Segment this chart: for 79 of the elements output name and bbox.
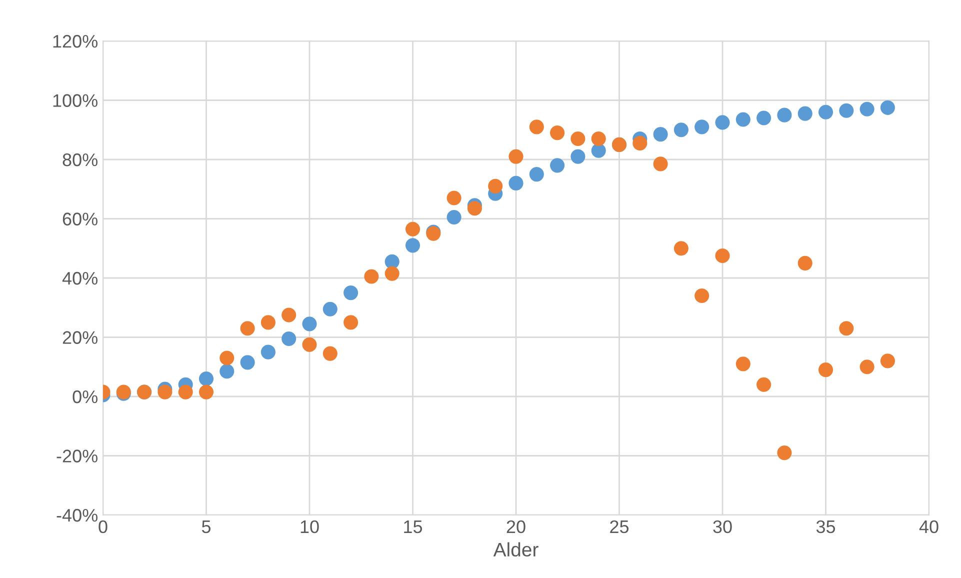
point xyxy=(198,384,214,400)
point xyxy=(282,308,296,322)
y-tick-label: 80% xyxy=(62,153,98,166)
point xyxy=(282,331,296,346)
point xyxy=(839,103,854,118)
y-tick-label: 40% xyxy=(62,272,98,285)
point xyxy=(302,337,317,352)
point xyxy=(798,256,812,270)
x-tick-label: 25 xyxy=(610,520,629,534)
point xyxy=(860,360,874,374)
point xyxy=(818,362,834,378)
point xyxy=(550,126,565,140)
y-tick-label: -40% xyxy=(56,508,98,522)
y-tick-label: 60% xyxy=(62,212,98,226)
point xyxy=(550,158,565,173)
point xyxy=(674,241,688,256)
y-tick-label: 120% xyxy=(53,34,98,48)
x-tick-label: 30 xyxy=(713,520,732,534)
x-tick-label: 15 xyxy=(404,520,422,534)
point xyxy=(736,356,750,372)
point xyxy=(446,210,462,225)
x-tick-label: 0 xyxy=(98,520,108,534)
point xyxy=(839,321,854,336)
point xyxy=(777,446,792,460)
point xyxy=(570,149,586,164)
point xyxy=(777,108,792,122)
point xyxy=(198,371,214,386)
point xyxy=(405,222,420,236)
point xyxy=(715,248,730,264)
point xyxy=(591,131,606,146)
point xyxy=(240,355,255,370)
point xyxy=(880,100,895,115)
point xyxy=(405,238,420,253)
point xyxy=(694,288,710,304)
point xyxy=(488,178,503,194)
point xyxy=(674,122,688,138)
point xyxy=(322,302,338,316)
point xyxy=(632,136,648,150)
point xyxy=(756,377,772,392)
point xyxy=(240,321,255,336)
point xyxy=(694,120,710,134)
point xyxy=(860,102,874,116)
point xyxy=(508,149,524,164)
point xyxy=(446,190,462,206)
point xyxy=(467,201,482,216)
point xyxy=(158,384,172,400)
point xyxy=(260,315,276,330)
y-tick-label: 20% xyxy=(62,331,98,344)
y-tick-label: 100% xyxy=(53,94,98,107)
point xyxy=(260,344,276,360)
point xyxy=(880,354,895,368)
point xyxy=(220,364,234,379)
point xyxy=(302,316,317,332)
x-tick-label: 35 xyxy=(816,520,836,534)
point xyxy=(508,176,524,190)
x-tick-label: 20 xyxy=(506,520,526,534)
point xyxy=(178,384,193,400)
point xyxy=(322,346,338,361)
x-axis-title: Alder xyxy=(493,542,538,557)
point xyxy=(220,350,234,366)
point xyxy=(818,104,834,120)
point xyxy=(344,286,358,300)
point xyxy=(653,156,668,172)
point xyxy=(529,167,544,182)
point xyxy=(344,315,358,330)
point xyxy=(384,266,400,281)
x-tick-label: 10 xyxy=(300,520,319,534)
point xyxy=(736,112,750,127)
point xyxy=(798,106,812,121)
point xyxy=(653,127,668,142)
y-tick-label: -20% xyxy=(56,450,98,462)
y-tick-label: 0% xyxy=(72,390,98,404)
point xyxy=(715,115,730,130)
x-tick-label: 40 xyxy=(919,520,938,534)
point xyxy=(756,110,772,126)
x-tick-label: 5 xyxy=(202,520,211,534)
point xyxy=(364,269,379,284)
point xyxy=(570,131,586,146)
point xyxy=(529,120,544,134)
